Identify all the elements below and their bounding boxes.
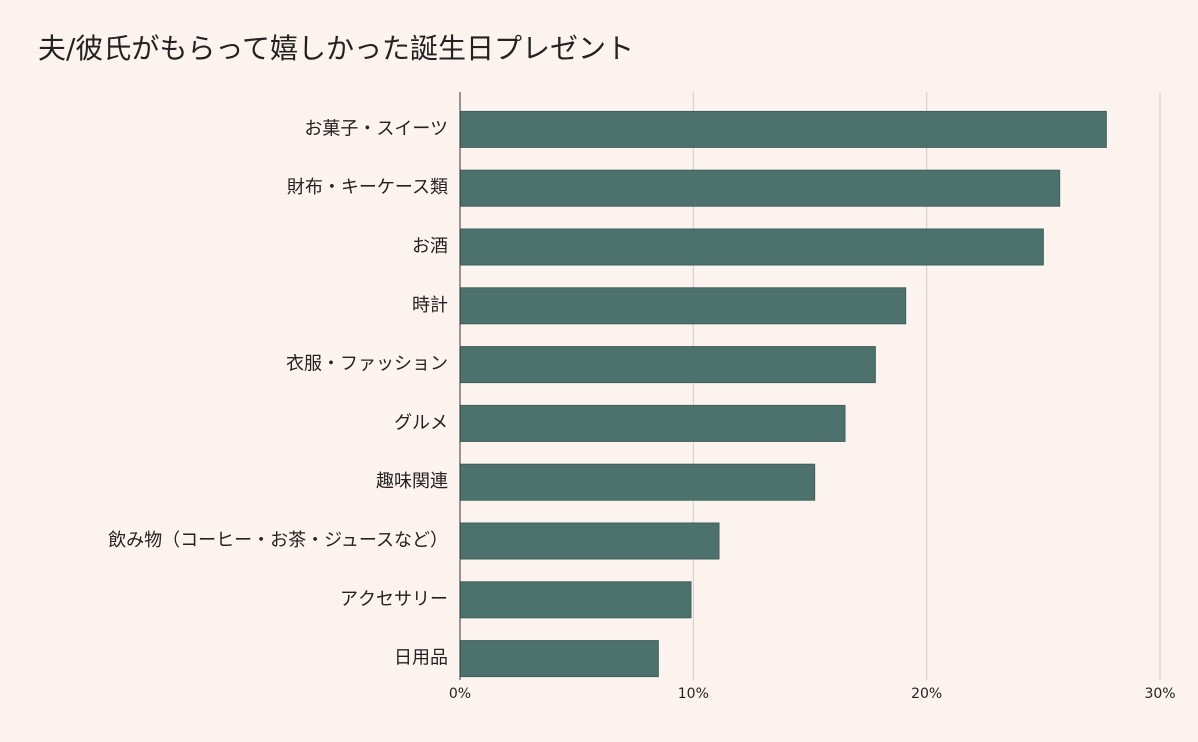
bar [459,463,816,501]
bar [459,640,659,678]
bar [459,228,1044,266]
bar [459,346,876,384]
y-tick-label: アクセサリー [340,589,448,610]
y-tick-label: 趣味関連 [376,471,448,492]
bar [459,169,1061,207]
x-tick-label: 0% [449,686,471,702]
x-tick-label: 30% [1144,686,1175,702]
bar [459,404,846,442]
x-tick-label: 20% [911,686,942,702]
y-tick-label: 時計 [412,295,448,316]
y-tick-label: 衣服・ファッション [286,354,448,375]
x-tick-label: 10% [678,686,709,702]
y-tick-label: グルメ [394,412,448,433]
y-tick-label: 日用品 [394,648,448,669]
y-tick-label: 財布・キーケース類 [287,177,448,198]
bar [459,581,692,619]
y-tick-label: 飲み物（コーヒー・お茶・ジュースなど） [108,530,448,551]
bar [459,110,1107,148]
y-tick-label: お菓子・スイーツ [304,118,448,139]
bar [459,287,907,325]
y-tick-label: お酒 [412,236,448,257]
chart-title: 夫/彼氏がもらって嬉しかった誕生日プレゼント [38,32,634,65]
bar [459,522,720,560]
